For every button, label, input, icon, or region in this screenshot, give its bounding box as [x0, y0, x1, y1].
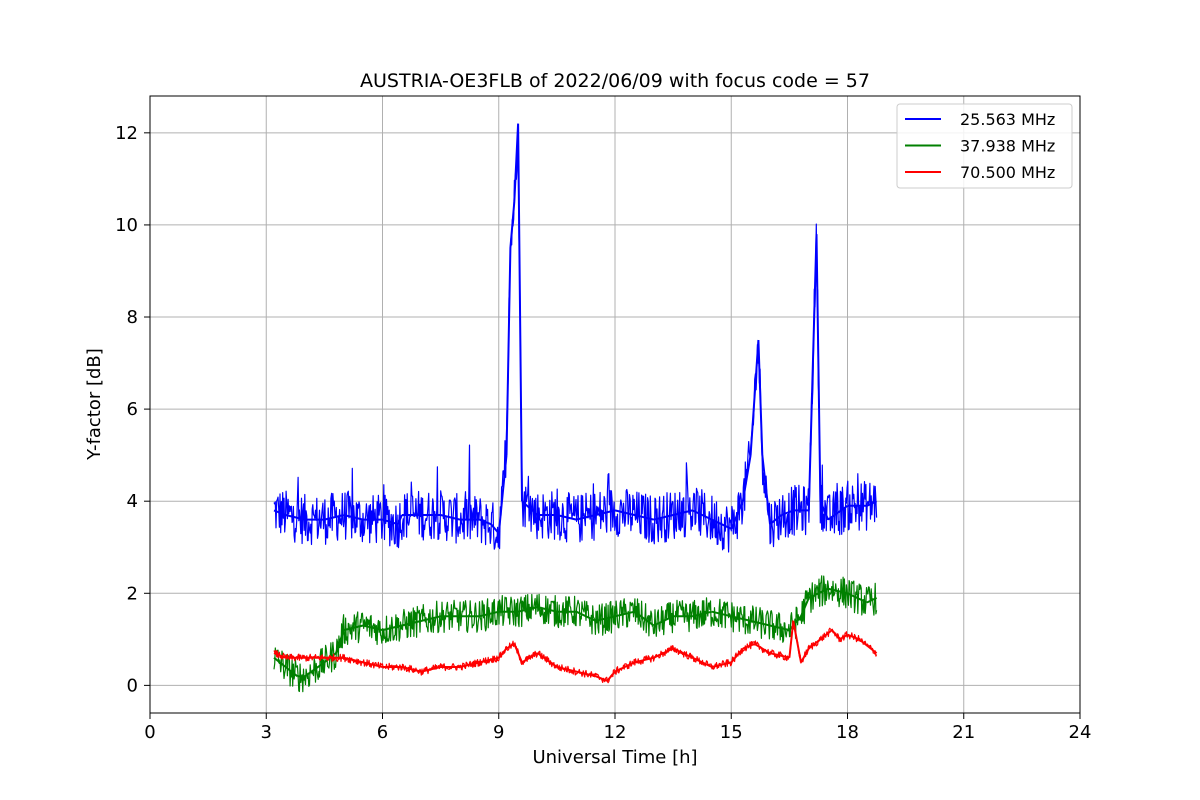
series-line-2 — [273, 575, 878, 693]
y-tick-label: 0 — [127, 675, 138, 696]
y-tick-label: 10 — [115, 215, 138, 236]
legend-label: 70.500 MHz — [960, 163, 1055, 182]
legend-label: 25.563 MHz — [960, 110, 1055, 129]
x-tick-label: 9 — [493, 722, 504, 743]
legend-label: 37.938 MHz — [960, 137, 1055, 156]
y-tick-label: 2 — [127, 583, 138, 604]
series-trend-2 — [273, 587, 878, 678]
x-tick-label: 0 — [144, 722, 155, 743]
series-layer — [273, 123, 878, 693]
series-line-1 — [273, 153, 878, 553]
x-tick-label: 18 — [836, 722, 859, 743]
y-tick-label: 4 — [127, 491, 138, 512]
x-tick-label: 15 — [720, 722, 743, 743]
series-trend-3 — [273, 620, 878, 682]
series-trend-1 — [273, 123, 878, 535]
legend: 25.563 MHz 37.938 MHz 70.500 MHz — [896, 103, 1073, 189]
x-axis-label: Universal Time [h] — [532, 747, 697, 768]
x-tick-label: 24 — [1069, 722, 1092, 743]
x-tick-label: 12 — [604, 722, 627, 743]
y-tick-label: 8 — [127, 307, 138, 328]
y-tick-label: 6 — [127, 399, 138, 420]
x-tick-label: 6 — [377, 722, 388, 743]
x-tick-label: 21 — [952, 722, 975, 743]
legend-box — [896, 103, 1073, 189]
chart-title: AUSTRIA-OE3FLB of 2022/06/09 with focus … — [360, 70, 870, 92]
y-axis-label: Y-factor [dB] — [84, 348, 105, 461]
y-tick-label: 12 — [115, 123, 138, 144]
x-tick-label: 3 — [261, 722, 272, 743]
